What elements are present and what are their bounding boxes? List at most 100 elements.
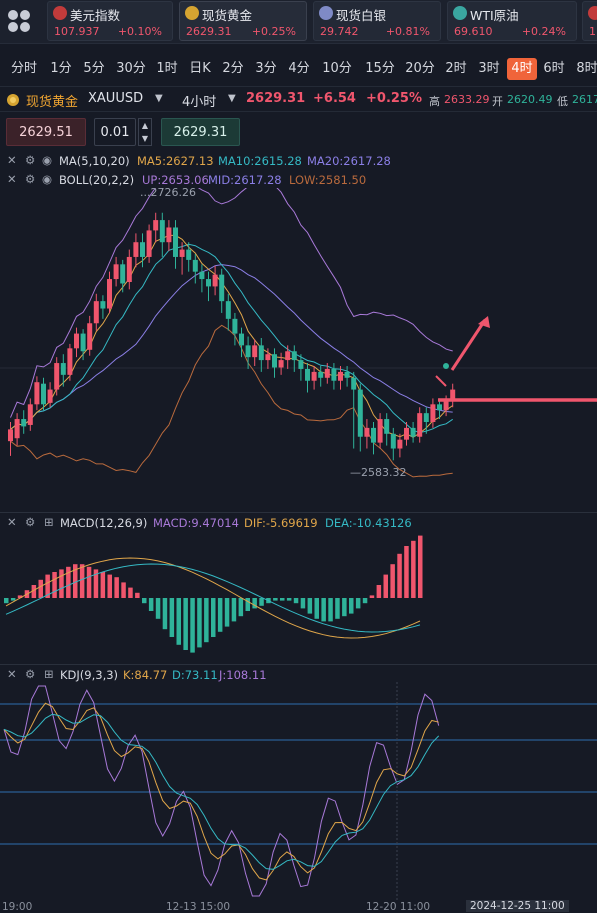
- chevron-down-icon[interactable]: ▼: [228, 93, 236, 104]
- candle: [186, 249, 192, 260]
- timeframe-1[interactable]: 1分: [50, 61, 72, 76]
- macd-bar: [390, 564, 395, 598]
- quantity-input[interactable]: 0.01: [94, 118, 136, 146]
- candle: [47, 389, 53, 403]
- quote-change: +0.25%: [251, 25, 296, 38]
- macd-bar: [418, 535, 423, 598]
- candle: [21, 419, 27, 427]
- timeframe-12[interactable]: 2时: [445, 61, 467, 76]
- symbol-code[interactable]: XAUUSD: [88, 91, 144, 106]
- macd-bar: [4, 598, 9, 604]
- macd-bar: [86, 566, 92, 598]
- buy-price-button[interactable]: 2629.31: [161, 118, 240, 146]
- timeframe-8[interactable]: 4分: [288, 61, 310, 76]
- timeframe-9[interactable]: 10分: [322, 61, 352, 76]
- eye-icon[interactable]: ◉: [42, 172, 53, 186]
- quote-card[interactable]: 美元指数 107.937 +0.10%: [47, 1, 173, 41]
- candle: [404, 427, 409, 440]
- close-icon[interactable]: ✕: [7, 172, 17, 186]
- close-icon[interactable]: ✕: [7, 515, 17, 529]
- gear-icon[interactable]: ⚙: [25, 153, 36, 167]
- cross-marker: [435, 375, 447, 387]
- macd-bar: [17, 595, 23, 598]
- eye-icon[interactable]: ◉: [42, 153, 53, 167]
- macd-bar: [66, 566, 71, 598]
- timeframe-10[interactable]: 15分: [365, 61, 395, 76]
- quote-price: 29.742: [320, 25, 359, 38]
- timeframe-4[interactable]: 1时: [156, 61, 178, 76]
- timeframe-6[interactable]: 2分: [222, 61, 244, 76]
- macd-bar: [114, 577, 119, 598]
- timeframe-7[interactable]: 3分: [255, 61, 277, 76]
- interval-selector[interactable]: 4小时: [182, 95, 217, 110]
- d-value: D:73.11: [172, 668, 218, 682]
- timeframe-15[interactable]: 6时: [543, 61, 565, 76]
- expand-icon[interactable]: ⊞: [44, 667, 54, 681]
- gear-icon[interactable]: ⚙: [25, 172, 36, 186]
- macd-bar: [328, 598, 333, 622]
- gear-icon[interactable]: ⚙: [25, 515, 36, 529]
- arrow-head-icon: [478, 316, 490, 328]
- candle: [430, 404, 436, 422]
- chevron-down-icon[interactable]: ▼: [155, 93, 163, 104]
- timeframe-11[interactable]: 20分: [405, 61, 435, 76]
- macd-bar: [31, 585, 37, 598]
- current-price: 2629.31: [246, 91, 306, 106]
- ma10-line: [10, 243, 453, 434]
- quote-card[interactable]: 1: [582, 1, 597, 41]
- timeframe-5[interactable]: 日K: [189, 61, 211, 76]
- candlestick-chart[interactable]: ...2726.26 —2583.32: [0, 188, 597, 508]
- close-icon[interactable]: ✕: [7, 153, 17, 167]
- kdj-indicator-row: ✕ ⚙ ⊞ KDJ(9,3,3) K:84.77 D:73.11 J:108.1…: [0, 664, 597, 682]
- quantity-stepper[interactable]: ▲ ▼: [138, 118, 152, 146]
- macd-bar: [397, 553, 402, 598]
- gear-icon[interactable]: ⚙: [25, 667, 36, 681]
- timeframe-14[interactable]: 4时: [507, 58, 537, 80]
- flag-icon: [185, 6, 199, 20]
- flag-icon: [319, 6, 333, 20]
- macd-bar: [342, 598, 347, 617]
- macd-chart[interactable]: [0, 530, 597, 662]
- candle: [417, 413, 423, 437]
- timeframe-16[interactable]: 8时: [576, 61, 597, 76]
- trend-arrow: [450, 319, 487, 371]
- boll-up-value: UP:2653.06: [142, 173, 209, 187]
- sell-price-button[interactable]: 2629.51: [6, 118, 86, 146]
- ma10-value: MA10:2615.28: [218, 154, 302, 168]
- kdj-name: KDJ(9,3,3): [60, 668, 119, 682]
- quote-card[interactable]: WTI原油 69.610 +0.24%: [447, 1, 577, 41]
- timeframe-0[interactable]: 分时: [10, 61, 37, 76]
- kdj-chart[interactable]: [0, 682, 597, 900]
- macd-value: MACD:9.47014: [153, 516, 239, 530]
- macd-bar: [321, 598, 326, 622]
- macd-bar: [155, 598, 161, 619]
- macd-bar: [362, 598, 368, 604]
- macd-bar: [411, 540, 416, 598]
- candle: [60, 363, 66, 375]
- macd-bar: [286, 598, 292, 601]
- candle: [159, 220, 165, 243]
- macd-bar: [45, 574, 50, 598]
- candle: [107, 279, 112, 309]
- symbol-name[interactable]: 现货黄金: [26, 95, 79, 110]
- quote-card[interactable]: 现货白银 29.742 +0.81%: [313, 1, 441, 41]
- quote-card[interactable]: 现货黄金 2629.31 +0.25%: [179, 1, 307, 41]
- candle: [258, 345, 264, 361]
- timeframe-13[interactable]: 3时: [478, 61, 500, 76]
- timeframe-3[interactable]: 30分: [116, 61, 146, 76]
- ma20-value: MA20:2617.28: [307, 154, 391, 168]
- ma-indicator-row: ✕ ⚙ ◉ MA(5,10,20) MA5:2627.13 MA10:2615.…: [0, 153, 597, 169]
- candle: [93, 301, 99, 324]
- expand-icon[interactable]: ⊞: [44, 515, 54, 529]
- timeframe-2[interactable]: 5分: [83, 61, 105, 76]
- macd-bar: [307, 598, 313, 614]
- macd-bar: [176, 598, 181, 645]
- candle: [225, 301, 231, 319]
- macd-bar: [128, 587, 133, 598]
- close-icon[interactable]: ✕: [7, 667, 17, 681]
- apps-grid-icon[interactable]: [6, 8, 32, 34]
- macd-bar: [404, 546, 409, 598]
- macd-bar: [211, 598, 216, 637]
- macd-bar: [335, 598, 340, 619]
- candle: [324, 368, 330, 378]
